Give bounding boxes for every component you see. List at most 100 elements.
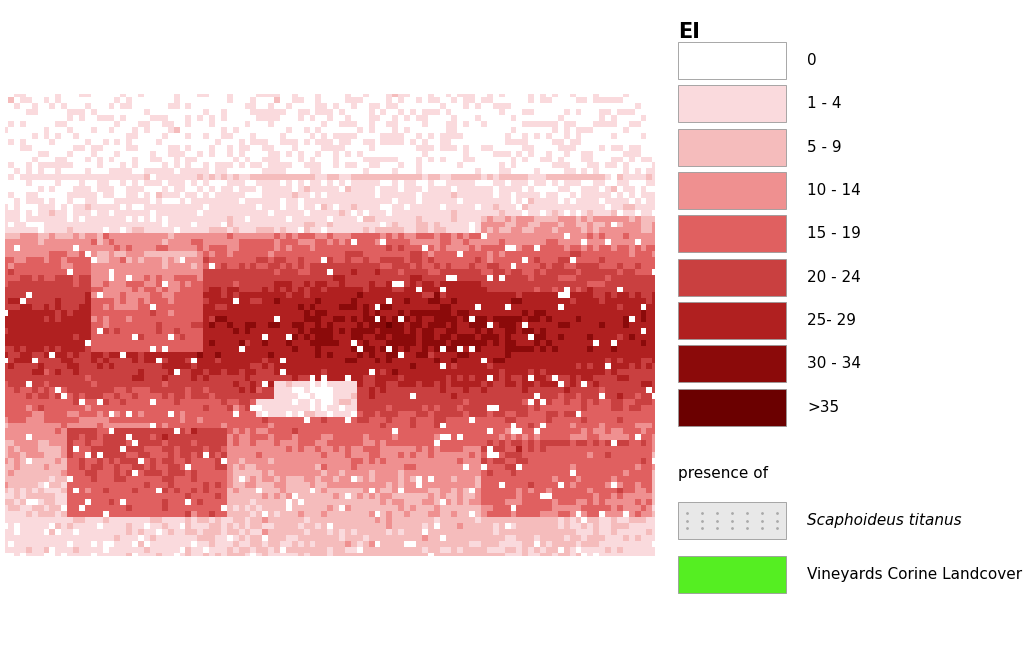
Point [416, 391, 432, 401]
Point [468, 384, 484, 394]
Point [131, 475, 147, 486]
Point [419, 369, 435, 379]
Point [353, 373, 370, 384]
Point [365, 498, 381, 508]
Point [301, 372, 317, 383]
Point [382, 382, 398, 392]
Point [422, 387, 438, 397]
Point [404, 438, 421, 448]
Point [177, 333, 194, 344]
Point [348, 413, 365, 423]
Point [359, 382, 376, 392]
Point [189, 411, 206, 422]
Point [257, 381, 273, 391]
Point [460, 419, 476, 429]
Point [264, 411, 281, 422]
Point [399, 327, 416, 337]
Point [420, 395, 436, 406]
Point [321, 357, 337, 367]
Point [396, 417, 413, 428]
Point [505, 431, 521, 441]
Point [409, 382, 425, 393]
Point [172, 350, 188, 360]
Point [125, 318, 141, 328]
Point [82, 443, 98, 454]
Point [194, 387, 210, 398]
Point [116, 457, 132, 467]
Point [178, 323, 195, 333]
Point [424, 438, 440, 448]
Point [388, 326, 404, 336]
Point [393, 387, 410, 397]
Point [392, 434, 409, 445]
Point [190, 382, 207, 393]
Point [361, 378, 378, 389]
Point [517, 406, 534, 416]
Point [446, 408, 463, 419]
Point [445, 447, 462, 458]
Point [411, 382, 427, 392]
Point [439, 452, 456, 463]
Point [416, 426, 432, 436]
Point [445, 329, 462, 339]
Point [401, 406, 418, 417]
Point [394, 378, 411, 388]
Point [414, 437, 430, 447]
Point [569, 510, 586, 520]
Point [141, 326, 158, 337]
Point [453, 413, 469, 424]
Point [254, 318, 270, 329]
Point [451, 327, 467, 337]
Point [366, 406, 382, 417]
Point [428, 457, 444, 467]
Point [293, 392, 309, 402]
Point [396, 378, 413, 388]
Point [128, 463, 144, 474]
Point [311, 352, 328, 362]
Point [399, 389, 416, 399]
Point [460, 406, 476, 416]
Point [490, 398, 507, 409]
Point [397, 389, 414, 400]
Point [417, 320, 433, 331]
Point [407, 419, 423, 430]
Point [136, 434, 153, 445]
Point [495, 389, 511, 400]
Point [349, 355, 366, 365]
Point [184, 397, 201, 408]
Point [365, 410, 381, 420]
Point [434, 382, 451, 393]
Point [238, 389, 254, 400]
Point [364, 384, 380, 394]
Point [62, 443, 79, 453]
Point [437, 404, 454, 414]
Point [497, 378, 513, 389]
Point [507, 408, 523, 418]
Point [377, 429, 393, 439]
Point [453, 381, 469, 391]
Point [507, 437, 523, 447]
Point [453, 369, 469, 379]
Point [439, 399, 456, 410]
Point [409, 424, 425, 435]
Point [447, 392, 464, 402]
Point [402, 400, 419, 411]
Point [346, 409, 362, 419]
Point [367, 396, 383, 407]
Point [200, 423, 216, 434]
Point [488, 439, 505, 450]
Point [325, 382, 341, 392]
Point [248, 415, 264, 426]
Point [412, 382, 428, 393]
Point [74, 447, 90, 458]
Point [470, 443, 486, 454]
Point [384, 438, 400, 448]
Point [364, 400, 380, 410]
Point [364, 380, 380, 391]
Point [291, 421, 307, 432]
Point [379, 333, 395, 343]
Point [84, 452, 100, 462]
Point [271, 374, 288, 385]
Point [86, 485, 102, 495]
Point [501, 378, 517, 389]
